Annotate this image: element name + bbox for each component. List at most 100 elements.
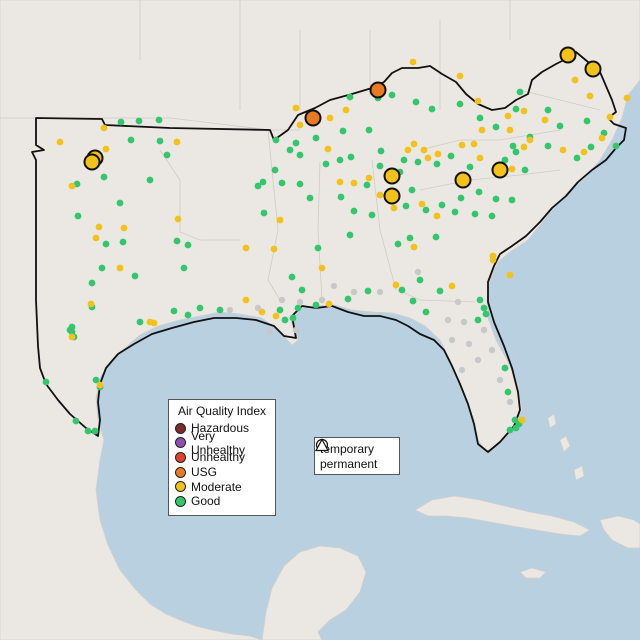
sensor-moderate [95, 223, 103, 231]
sensor-good [276, 306, 284, 314]
sensor-moderate [489, 256, 497, 264]
sensor-moderate [318, 264, 326, 272]
sensor-good [155, 116, 163, 124]
sensor-moderate [292, 104, 300, 112]
sensor-no-data [266, 328, 274, 336]
sensor-large-temporary [584, 60, 602, 78]
sensor-moderate [506, 271, 514, 279]
sensor-good [388, 91, 396, 99]
sensor-no-data [226, 306, 234, 314]
sensor-large-temporary [383, 187, 401, 205]
sensor-good [583, 117, 591, 125]
sensor-large-temporary [491, 161, 509, 179]
legend-item-very-unhealthy: Very Unhealthy [175, 429, 269, 457]
legend-label: Very Unhealthy [191, 428, 246, 457]
sensor-no-data [278, 296, 286, 304]
unhealthy-swatch [175, 451, 186, 463]
sensor-good [400, 156, 408, 164]
legend-item-usg: USG [175, 465, 269, 480]
sensor-good [312, 134, 320, 142]
sensor-points-large [83, 46, 602, 205]
sensor-good [556, 122, 564, 130]
sensor-good [42, 378, 50, 386]
sensor-good [98, 264, 106, 272]
sensor-good [347, 153, 355, 161]
sensor-no-data [465, 340, 473, 348]
legend-label: permanent [320, 456, 378, 471]
sensor-good [364, 287, 372, 295]
sensor-good [422, 308, 430, 316]
sensor-good [492, 123, 500, 131]
sensor-moderate [68, 333, 76, 341]
sensor-good [471, 210, 479, 218]
sensor-good [296, 180, 304, 188]
sensor-good [409, 297, 417, 305]
sensor-good [509, 142, 517, 150]
sensor-moderate [448, 282, 456, 290]
sensor-good [91, 427, 99, 435]
sensor-no-data [376, 288, 384, 296]
sensor-moderate [598, 134, 606, 142]
legend-item-permanent: permanent [315, 438, 394, 471]
sensor-good [298, 286, 306, 294]
sensor-large-temporary [83, 153, 101, 171]
sensor-good [306, 194, 314, 202]
sensor-moderate [478, 126, 486, 134]
sensor-good [88, 279, 96, 287]
land-hispaniola [599, 515, 640, 549]
sensor-large-temporary [559, 46, 577, 64]
legend-label: Moderate [191, 479, 242, 494]
sensor-good [422, 206, 430, 214]
sensor-moderate [410, 243, 418, 251]
sensor-good [488, 212, 496, 220]
sensor-good [476, 296, 484, 304]
sensor-moderate [87, 300, 95, 308]
sensor-good [131, 272, 139, 280]
sensor-no-data [460, 318, 468, 326]
site-type-legend: temporary permanent [314, 437, 400, 475]
sensor-large-temporary [383, 167, 401, 185]
sensor-good [408, 186, 416, 194]
sensor-good [428, 105, 436, 113]
sensor-good [68, 323, 76, 331]
sensor-good [74, 212, 82, 220]
sensor-moderate [476, 154, 484, 162]
sensor-good [508, 196, 516, 204]
sensor-good [180, 264, 188, 272]
sensor-no-data [480, 326, 488, 334]
legend-label: Hazardous [191, 421, 250, 436]
sensor-moderate [410, 140, 418, 148]
sensor-points-moderate [56, 58, 631, 424]
sensor-moderate [586, 92, 594, 100]
sensor-good [504, 388, 512, 396]
sensor-moderate [518, 416, 526, 424]
sensor-good [102, 240, 110, 248]
sensor-good [100, 173, 108, 181]
sensor-moderate [504, 112, 512, 120]
sensor-moderate [68, 182, 76, 190]
sensor-good [294, 304, 302, 312]
sensor-good [272, 136, 280, 144]
sensor-good [322, 160, 330, 168]
sensor-good [447, 152, 455, 160]
usg-swatch [175, 466, 186, 478]
sensor-moderate [296, 121, 304, 129]
sensor-moderate [474, 97, 482, 105]
sensor-good [377, 147, 385, 155]
sensor-moderate [456, 72, 464, 80]
sensor-good [492, 195, 500, 203]
sensor-moderate [420, 146, 428, 154]
sensor-good [457, 194, 465, 202]
sensor-good [260, 209, 268, 217]
sensor-moderate [116, 264, 124, 272]
sensor-good [432, 233, 440, 241]
sensor-good [163, 151, 171, 159]
sensor-moderate [276, 216, 284, 224]
sensor-moderate [392, 281, 400, 289]
aqi-legend: Air Quality Index Hazardous Very Unhealt… [168, 399, 276, 516]
sensor-moderate [326, 114, 334, 122]
sensor-no-data [330, 282, 338, 290]
sensor-no-data [474, 356, 482, 364]
sensor-good [146, 176, 154, 184]
sensor-moderate [424, 154, 432, 162]
